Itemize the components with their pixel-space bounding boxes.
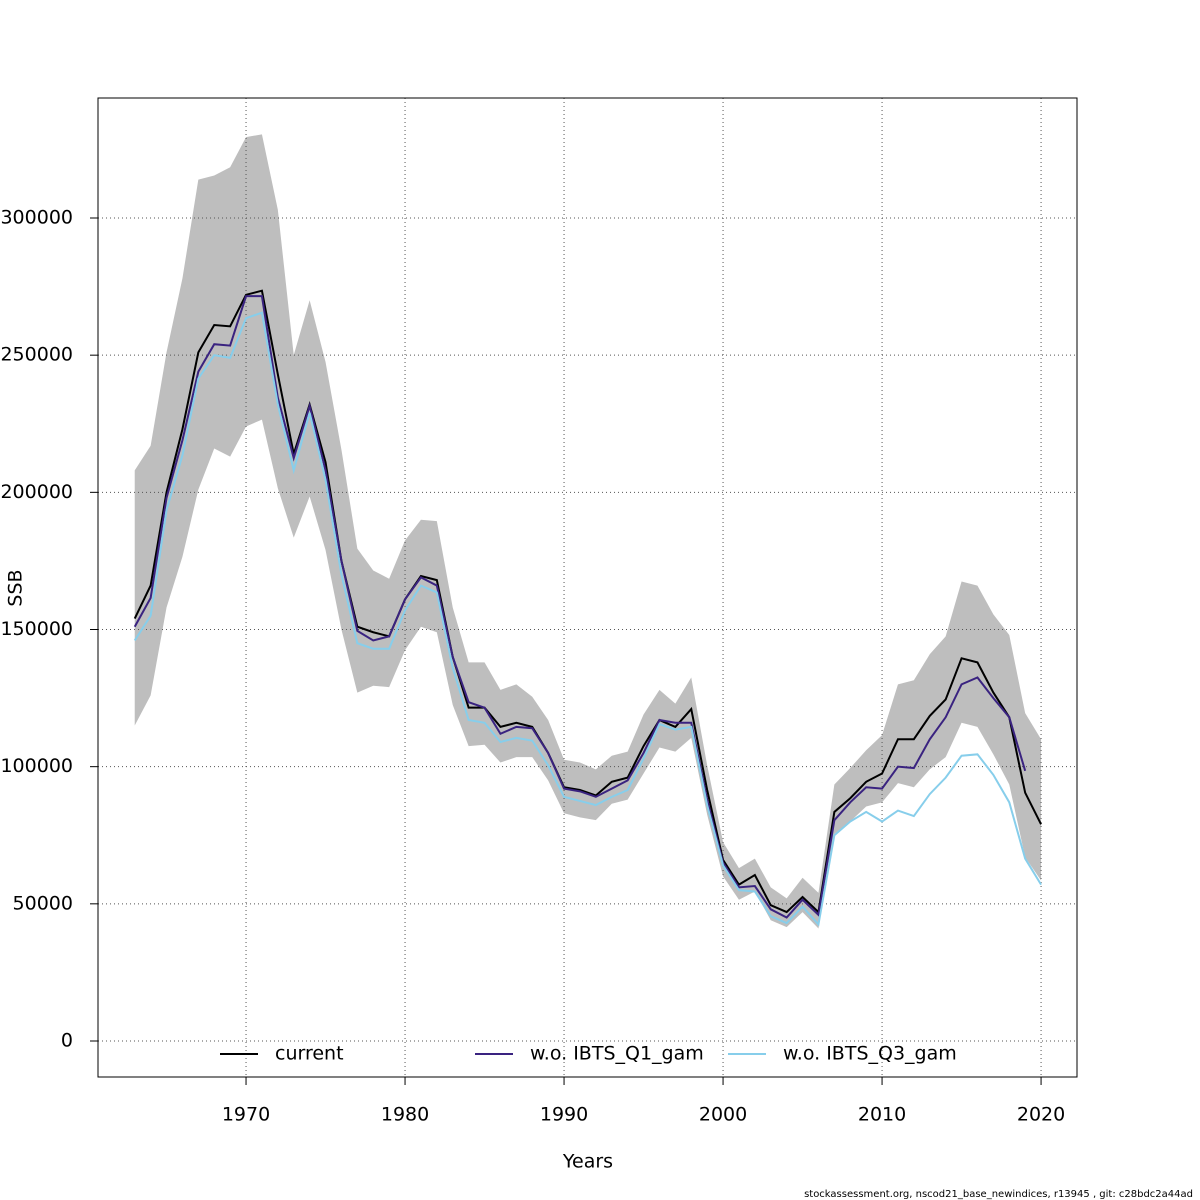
series-line	[133, 295, 1027, 919]
x-tick-label: 1970	[222, 1104, 270, 1126]
y-tick-label: 50000	[13, 892, 73, 914]
y-tick-label: 100000	[0, 755, 73, 777]
y-tick-label: 200000	[0, 481, 73, 503]
y-tick-label: 300000	[0, 206, 73, 228]
x-axis-label: Years	[562, 1151, 613, 1173]
x-tick-label: 1980	[381, 1104, 429, 1126]
x-tick-label: 2000	[699, 1104, 747, 1126]
legend-label: current	[275, 1043, 344, 1065]
x-tick-label: 1990	[540, 1104, 588, 1126]
y-tick-label: 0	[61, 1029, 73, 1051]
y-tick-label: 150000	[0, 618, 73, 640]
legend-label: w.o. IBTS_Q1_gam	[530, 1043, 704, 1065]
plot-frame	[97, 97, 1078, 1078]
legend-label: w.o. IBTS_Q3_gam	[783, 1043, 957, 1065]
confidence-band	[134, 134, 1042, 929]
y-axis-label: SSB	[5, 569, 27, 606]
x-tick-label: 2010	[858, 1104, 906, 1126]
x-tick-label: 2020	[1017, 1104, 1065, 1126]
y-tick-label: 250000	[0, 344, 73, 366]
series-line	[133, 311, 1042, 927]
footer: stockassessment.org, nscod21_base_newind…	[804, 1189, 1193, 1200]
series-line	[133, 289, 1042, 915]
